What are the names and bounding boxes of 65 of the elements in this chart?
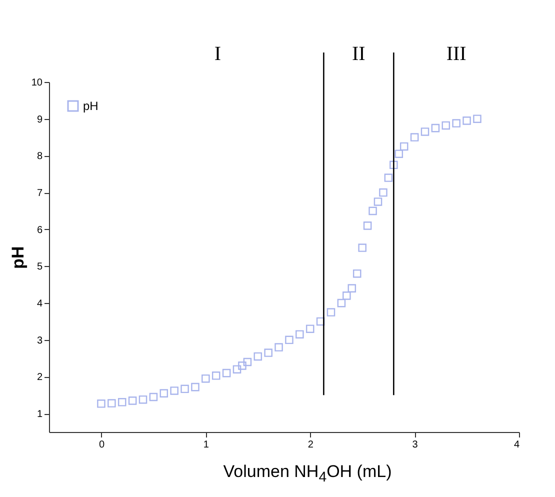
point (368, 206, 377, 216)
y-tick-label: 6 (36, 224, 43, 236)
y-tick-label: 3 (36, 335, 43, 346)
point (170, 386, 178, 395)
point (400, 142, 408, 151)
text: II (352, 43, 366, 65)
y-tick-label: 8 (36, 151, 43, 162)
point (202, 374, 210, 383)
point (108, 399, 116, 408)
point (342, 292, 351, 300)
x-axis-title: Volumen NH$_{4}$OH (mL) (222, 462, 393, 486)
x-tick-label: 4 (514, 440, 520, 450)
point (254, 352, 262, 361)
point (238, 362, 246, 370)
point (160, 389, 168, 398)
point (348, 284, 356, 292)
point (232, 365, 242, 374)
x-tick-label: 3 (412, 440, 418, 450)
point (358, 244, 366, 252)
point (352, 269, 362, 278)
y-tick-label: 7 (36, 188, 43, 200)
point (296, 330, 304, 339)
point (374, 198, 382, 206)
x-tick-label: 1 (203, 440, 210, 450)
point (337, 298, 346, 308)
point (306, 324, 314, 333)
point (431, 124, 440, 132)
y-axis-title: pH (8, 246, 28, 269)
point (97, 399, 106, 408)
x-tick-label: 0 (98, 440, 105, 450)
point (138, 395, 148, 404)
point (285, 336, 294, 344)
point (420, 128, 430, 136)
point (384, 174, 393, 182)
x-tick-label: 2 (308, 440, 314, 450)
point (379, 188, 388, 197)
point (462, 116, 471, 125)
point (222, 368, 231, 378)
text: III (446, 43, 466, 65)
y-tick-label: 9 (36, 114, 43, 126)
y-tick-label: 1 (36, 409, 43, 420)
point (243, 358, 252, 366)
point (390, 160, 398, 170)
point (128, 396, 137, 405)
point (410, 133, 419, 142)
y-tick-label: 5 (36, 262, 43, 273)
point (452, 119, 460, 128)
point (149, 392, 158, 402)
legend-label: pH (83, 99, 98, 113)
point (212, 371, 220, 380)
point (118, 398, 126, 406)
point (473, 114, 482, 123)
point (363, 222, 372, 230)
point (264, 348, 272, 357)
y-tick-label: 2 (36, 372, 43, 384)
point (274, 343, 283, 352)
y-tick-label: 4 (36, 298, 43, 310)
point (442, 121, 450, 130)
point (394, 150, 404, 158)
point (191, 382, 200, 392)
point (180, 384, 189, 394)
point (326, 308, 336, 316)
y-tick-label: 10 (31, 78, 43, 88)
text: I (214, 43, 222, 65)
point (316, 317, 325, 326)
